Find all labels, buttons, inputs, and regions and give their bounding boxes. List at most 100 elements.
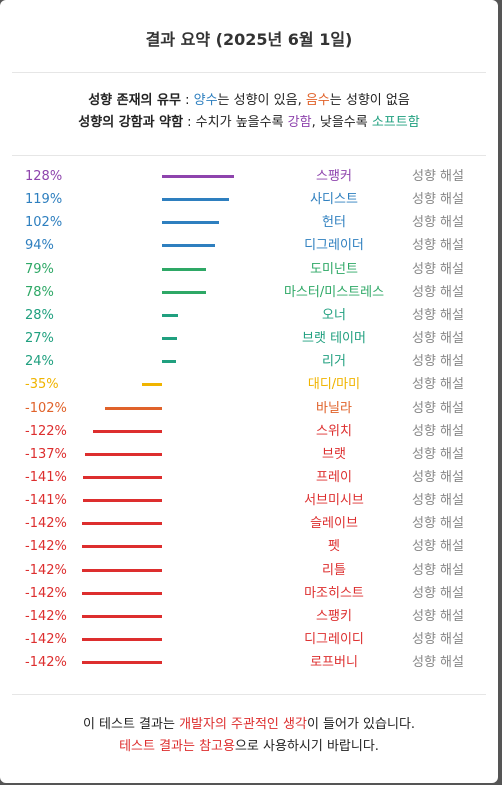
trait-description-link[interactable]: 성향 해설 [412,585,464,601]
percent-label: 94% [25,238,54,254]
trait-name-link[interactable]: 브랫 [322,446,346,462]
divider [12,72,486,73]
result-row: -141% 프레이 성향 해설 [0,466,498,489]
trait-description-link[interactable]: 성향 해설 [412,539,464,555]
trait-description-link[interactable]: 성향 해설 [412,632,464,647]
page-title: 결과 요약 (2025년 6월 1일) [145,30,353,49]
trait-name-link[interactable]: 대디/마미 [307,377,361,393]
trait-name-link[interactable]: 디그레이더 [304,238,364,254]
percent-label: 78% [25,284,54,300]
result-row: -142% 로프버니 성향 해설 [0,651,498,674]
trait-description-link[interactable]: 성향 해설 [412,169,464,184]
result-row: -122% 스위치 성향 해설 [0,420,498,443]
value-bar [82,614,162,618]
percent-label: -102% [25,400,67,416]
value-bar [162,244,215,248]
footer-line-2: 테스트 결과는 참고용으로 사용하시기 바랍니다. [0,736,498,758]
trait-description-link[interactable]: 성향 해설 [412,562,464,578]
trait-description-link[interactable]: 성향 해설 [412,238,464,254]
value-bar [162,290,206,294]
trait-description-link[interactable]: 성향 해설 [412,261,464,277]
legend-line-1: 성향 존재의 유무 : 양수는 성향이 있음, 음수는 성향이 없음 [0,90,498,112]
trait-name-link[interactable]: 스팽커 [316,169,352,184]
value-bar [142,383,162,387]
percent-label: -142% [25,562,67,578]
trait-name-link[interactable]: 마스터/미스트레스 [283,284,385,300]
value-bar [82,661,162,665]
result-row: -102% 바닐라 성향 해설 [0,397,498,420]
legend-negative-desc: 는 성향이 없음 [329,93,410,108]
footer-note: 이 테스트 결과는 개발자의 주관적인 생각이 들어가 있습니다. 테스트 결과… [0,714,498,758]
value-bar [82,499,162,503]
trait-description-link[interactable]: 성향 해설 [412,307,464,323]
trait-description-link[interactable]: 성향 해설 [412,331,464,347]
trait-description-link[interactable]: 성향 해설 [412,192,464,208]
trait-name-link[interactable]: 서브미시브 [304,493,364,509]
value-bar [82,545,162,549]
result-row: -137% 브랫 성향 해설 [0,443,498,466]
value-bar [162,313,178,317]
trait-description-link[interactable]: 성향 해설 [412,608,464,624]
legend-head-existence: 성향 존재의 유무 [88,93,181,108]
trait-name-link[interactable]: 바닐라 [316,400,352,416]
percent-label: 79% [25,261,54,277]
trait-name-link[interactable]: 브랫 테이머 [302,331,366,347]
trait-name-link[interactable]: 스위치 [316,423,352,439]
trait-description-link[interactable]: 성향 해설 [412,215,464,231]
trait-name-link[interactable]: 리거 [322,354,346,370]
trait-name-link[interactable]: 마조히스트 [304,585,364,601]
trait-description-link[interactable]: 성향 해설 [412,284,464,300]
footer-text: 이 들어가 있습니다. [306,717,416,732]
result-row: -142% 펫 성향 해설 [0,535,498,558]
value-bar [82,522,162,526]
trait-description-link[interactable]: 성향 해설 [412,400,464,416]
trait-description-link[interactable]: 성향 해설 [412,423,464,439]
value-bar [162,360,176,364]
divider [12,155,486,156]
value-bar [84,452,162,456]
trait-description-link[interactable]: 성향 해설 [412,469,464,485]
trait-name-link[interactable]: 스팽키 [316,608,352,624]
trait-name-link[interactable]: 헌터 [322,215,346,231]
percent-label: 119% [25,192,63,208]
trait-name-link[interactable]: 펫 [328,539,340,555]
trait-description-link[interactable]: 성향 해설 [412,354,464,370]
trait-name-link[interactable]: 오너 [322,307,346,323]
result-row: 79% 도미넌트 성향 해설 [0,258,498,281]
result-row: -142% 리틀 성향 해설 [0,559,498,582]
result-row: -142% 슬레이브 성향 해설 [0,512,498,535]
percent-label: -35% [25,377,59,393]
trait-description-link[interactable]: 성향 해설 [412,377,464,393]
percent-label: -142% [25,608,67,624]
value-bar [82,475,162,479]
percent-label: 28% [25,307,54,323]
legend-strong: 강함 [287,115,312,130]
trait-description-link[interactable]: 성향 해설 [412,446,464,462]
percent-label: -142% [25,516,67,532]
trait-name-link[interactable]: 프레이 [316,469,352,485]
divider [12,694,486,695]
value-bar [162,198,229,202]
trait-name-link[interactable]: 사디스트 [310,192,358,208]
trait-name-link[interactable]: 슬레이브 [310,516,358,532]
percent-label: 128% [25,169,63,184]
legend-soft: 소프트함 [371,115,420,130]
trait-description-link[interactable]: 성향 해설 [412,655,464,671]
result-row: -35% 대디/마미 성향 해설 [0,373,498,396]
footer-highlight: 개발자의 주관적인 생각 [179,717,307,732]
trait-name-link[interactable]: 디그레이디 [304,632,364,647]
result-row: 78% 마스터/미스트레스 성향 해설 [0,281,498,304]
percent-label: -141% [25,469,67,485]
legend-line-2: 성향의 강함과 약함 : 수치가 높을수록 강함, 낮을수록 소프트함 [0,112,498,134]
trait-name-link[interactable]: 리틀 [322,562,346,578]
value-bar [162,337,178,341]
value-bar [162,175,234,178]
trait-description-link[interactable]: 성향 해설 [412,493,464,509]
trait-description-link[interactable]: 성향 해설 [412,516,464,532]
result-row: 102% 헌터 성향 해설 [0,211,498,234]
result-row: 28% 오너 성향 해설 [0,304,498,327]
trait-name-link[interactable]: 도미넌트 [310,261,358,277]
percent-label: -137% [25,446,67,462]
trait-name-link[interactable]: 로프버니 [310,655,358,671]
